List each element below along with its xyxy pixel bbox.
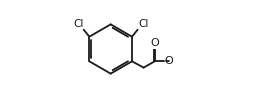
Text: O: O [164,56,173,66]
Text: Cl: Cl [73,19,83,29]
Text: O: O [150,38,159,48]
Text: Cl: Cl [138,19,148,29]
